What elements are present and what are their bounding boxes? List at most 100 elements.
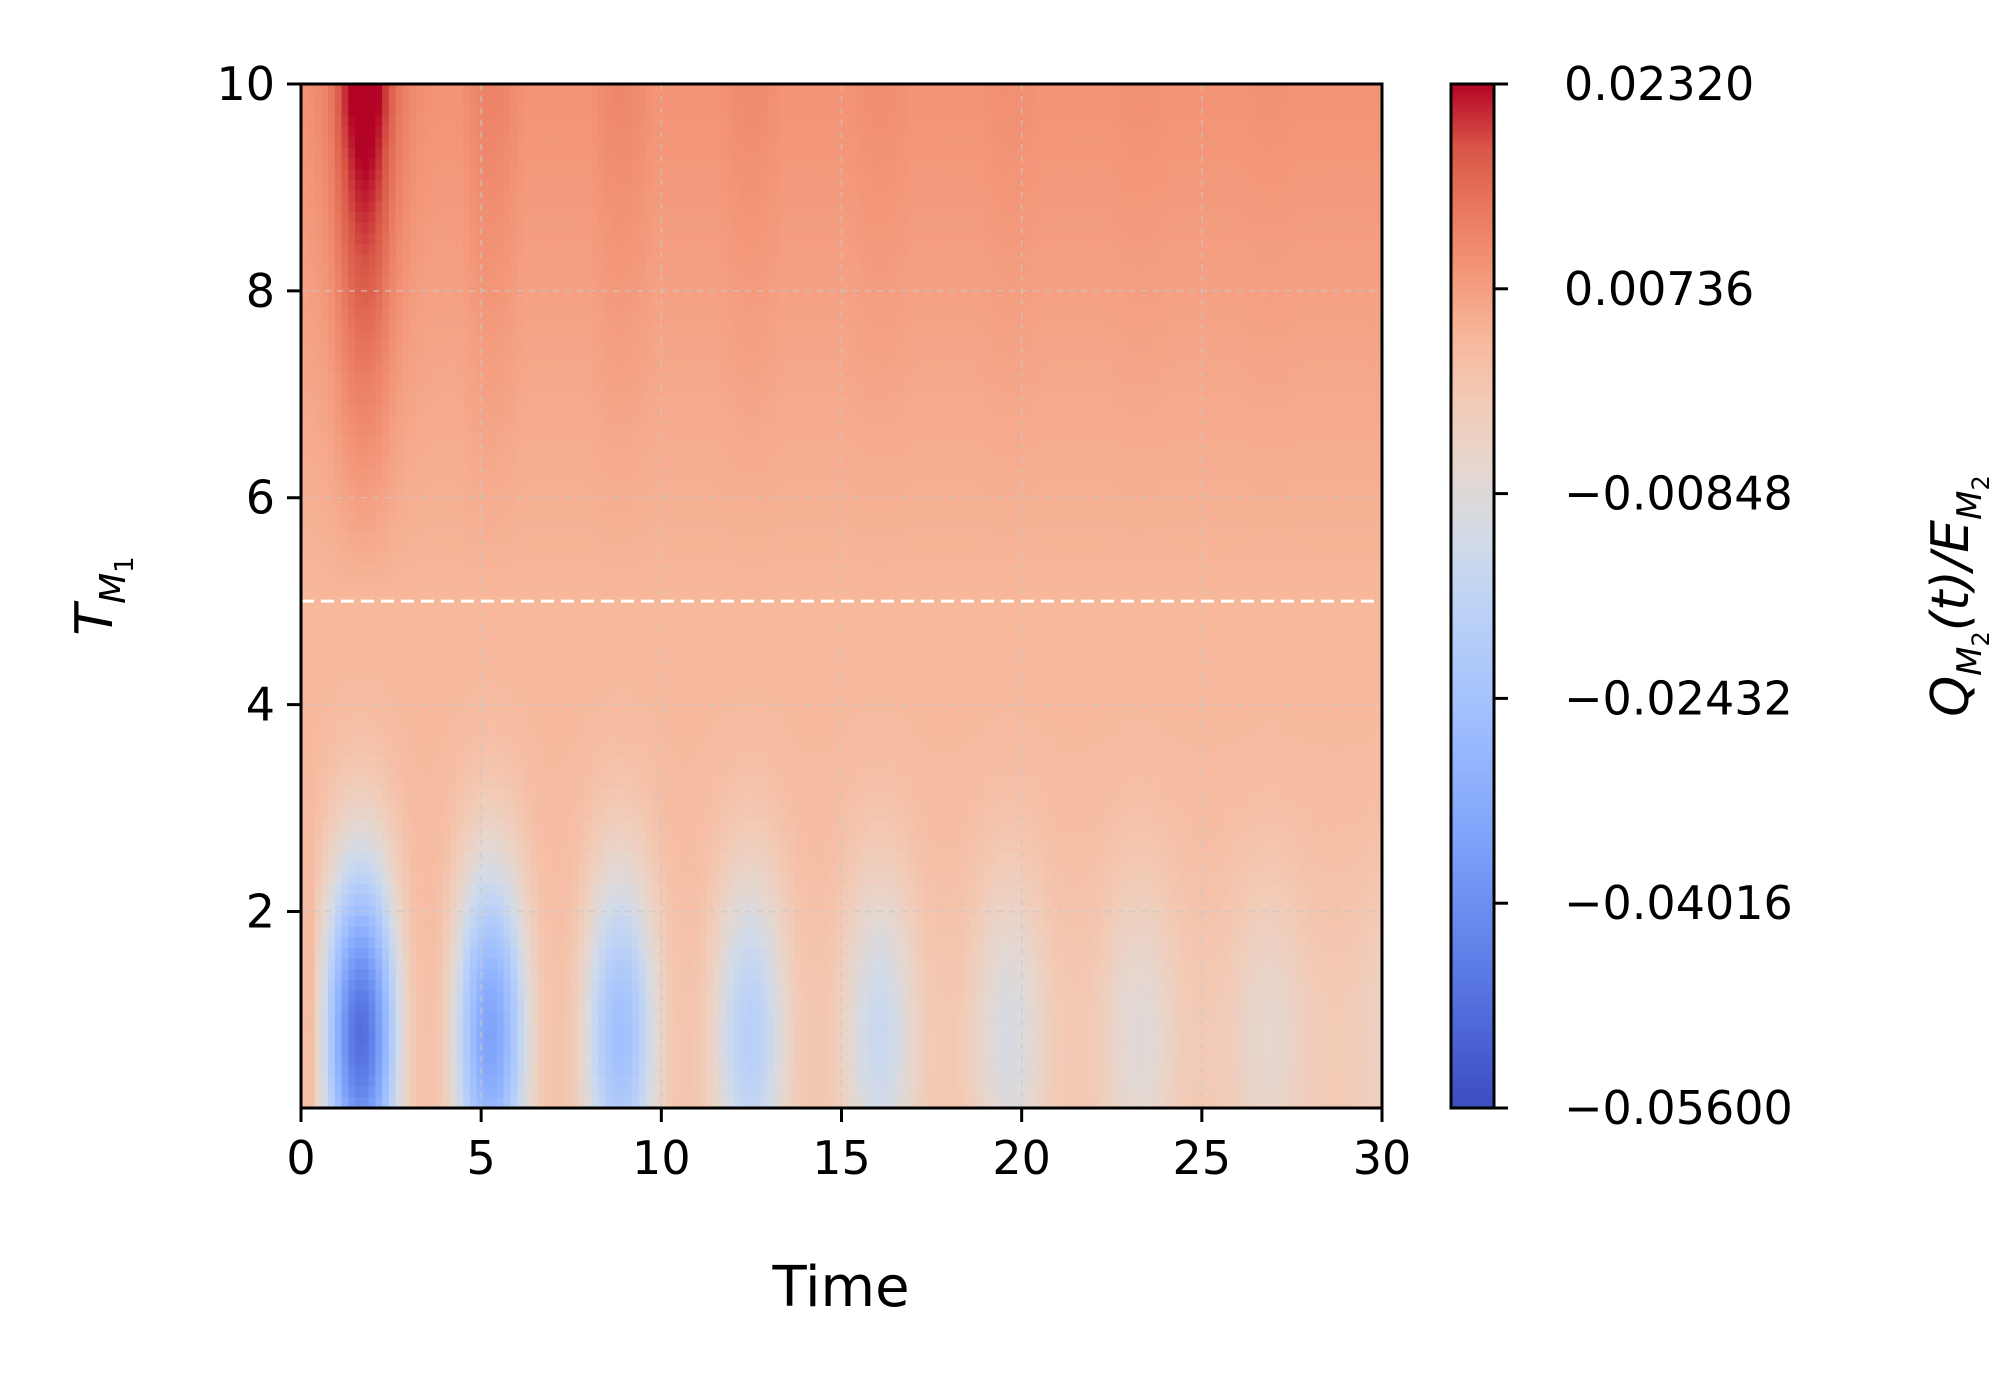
heatmap-cell: [645, 190, 654, 203]
heatmap-cell: [740, 318, 748, 331]
heatmap-cell: [983, 382, 991, 395]
heatmap-cell: [1159, 190, 1167, 203]
heatmap-cell: [922, 116, 931, 128]
heatmap-cell: [780, 297, 789, 309]
heatmap-cell: [868, 276, 877, 288]
heatmap-cell: [334, 212, 343, 224]
heatmap-cell: [348, 361, 356, 373]
heatmap-cell: [328, 382, 336, 395]
heatmap-cell: [1314, 148, 1322, 160]
heatmap-cell: [517, 350, 525, 363]
heatmap-cell: [382, 244, 390, 256]
heatmap-cell: [1321, 244, 1329, 256]
heatmap-cell: [868, 169, 877, 181]
heatmap-cell: [1341, 382, 1350, 395]
heatmap-cell: [1233, 137, 1241, 149]
heatmap-cell: [1071, 286, 1079, 299]
heatmap-cell: [510, 276, 518, 288]
heatmap-cell: [402, 297, 410, 309]
heatmap-cell: [1206, 361, 1214, 373]
heatmap-cell: [888, 233, 897, 245]
heatmap-cell: [537, 201, 546, 213]
heatmap-cell: [456, 244, 464, 256]
heatmap-cell: [1111, 393, 1120, 405]
heatmap-cell: [983, 340, 991, 352]
heatmap-cell: [1260, 137, 1268, 149]
heatmap-cell: [996, 244, 1005, 256]
heatmap-cell: [841, 318, 850, 331]
heatmap-cell: [699, 126, 708, 139]
heatmap-cell: [523, 329, 532, 341]
heatmap-cell: [355, 169, 363, 181]
heatmap-cell: [1118, 318, 1127, 331]
heatmap-cell: [936, 190, 944, 203]
heatmap-cell: [456, 393, 464, 405]
heatmap-cell: [611, 233, 620, 245]
heatmap-cell: [753, 372, 762, 384]
heatmap-cell: [760, 393, 768, 405]
heatmap-cell: [605, 361, 613, 373]
heatmap-cell: [895, 350, 904, 363]
heatmap-cell: [1145, 180, 1154, 192]
heatmap-cell: [1077, 382, 1086, 395]
heatmap-cell: [794, 137, 802, 149]
heatmap-cell: [550, 169, 559, 181]
heatmap-cell: [746, 148, 755, 160]
heatmap-cell: [638, 308, 647, 320]
heatmap-cell: [686, 148, 694, 160]
heatmap-cell: [415, 297, 424, 309]
heatmap-cell: [598, 212, 606, 224]
heatmap-cell: [618, 254, 627, 267]
heatmap-cell: [307, 404, 316, 416]
heatmap-cell: [963, 222, 971, 235]
heatmap-cell: [328, 244, 336, 256]
heatmap-cell: [1226, 105, 1235, 117]
heatmap-cell: [571, 350, 579, 363]
heatmap-cell: [1334, 393, 1343, 405]
heatmap-cell: [1280, 254, 1289, 267]
heatmap-cell: [638, 340, 647, 352]
heatmap-cell: [773, 361, 782, 373]
heatmap-cell: [990, 276, 998, 288]
heatmap-cell: [301, 148, 309, 160]
heatmap-cell: [915, 84, 924, 96]
heatmap-cell: [1361, 329, 1370, 341]
heatmap-cell: [1050, 190, 1059, 203]
heatmap-cell: [942, 276, 951, 288]
heatmap-cell: [442, 372, 451, 384]
heatmap-cell: [463, 286, 471, 299]
heatmap-cell: [746, 318, 755, 331]
heatmap-cell: [503, 286, 512, 299]
heatmap-cell: [1226, 169, 1235, 181]
heatmap-cell: [436, 105, 444, 117]
heatmap-cell: [1077, 126, 1086, 139]
heatmap-cell: [760, 84, 768, 96]
heatmap-cell: [375, 308, 383, 320]
heatmap-cell: [1010, 265, 1018, 277]
heatmap-cell: [517, 212, 525, 224]
heatmap-cell: [341, 297, 350, 309]
heatmap-cell: [449, 137, 458, 149]
heatmap-cell: [584, 126, 593, 139]
heatmap-cell: [1118, 169, 1127, 181]
heatmap-cell: [388, 340, 397, 352]
heatmap-cell: [976, 137, 985, 149]
heatmap-cell: [564, 212, 573, 224]
heatmap-cell: [1172, 265, 1181, 277]
heatmap-cell: [1030, 265, 1039, 277]
heatmap-cell: [496, 201, 505, 213]
heatmap-cell: [814, 297, 823, 309]
heatmap-cell: [1138, 329, 1147, 341]
heatmap-cell: [996, 222, 1005, 235]
heatmap-cell: [1307, 361, 1316, 373]
heatmap-cell: [922, 265, 931, 277]
heatmap-cell: [1152, 350, 1160, 363]
heatmap-cell: [578, 158, 586, 171]
heatmap-cell: [469, 190, 478, 203]
heatmap-cell: [1125, 276, 1133, 288]
heatmap-cell: [1030, 180, 1039, 192]
heatmap-cell: [496, 148, 505, 160]
heatmap-cell: [517, 84, 525, 96]
heatmap-cell: [469, 233, 478, 245]
heatmap-cell: [1354, 116, 1363, 128]
